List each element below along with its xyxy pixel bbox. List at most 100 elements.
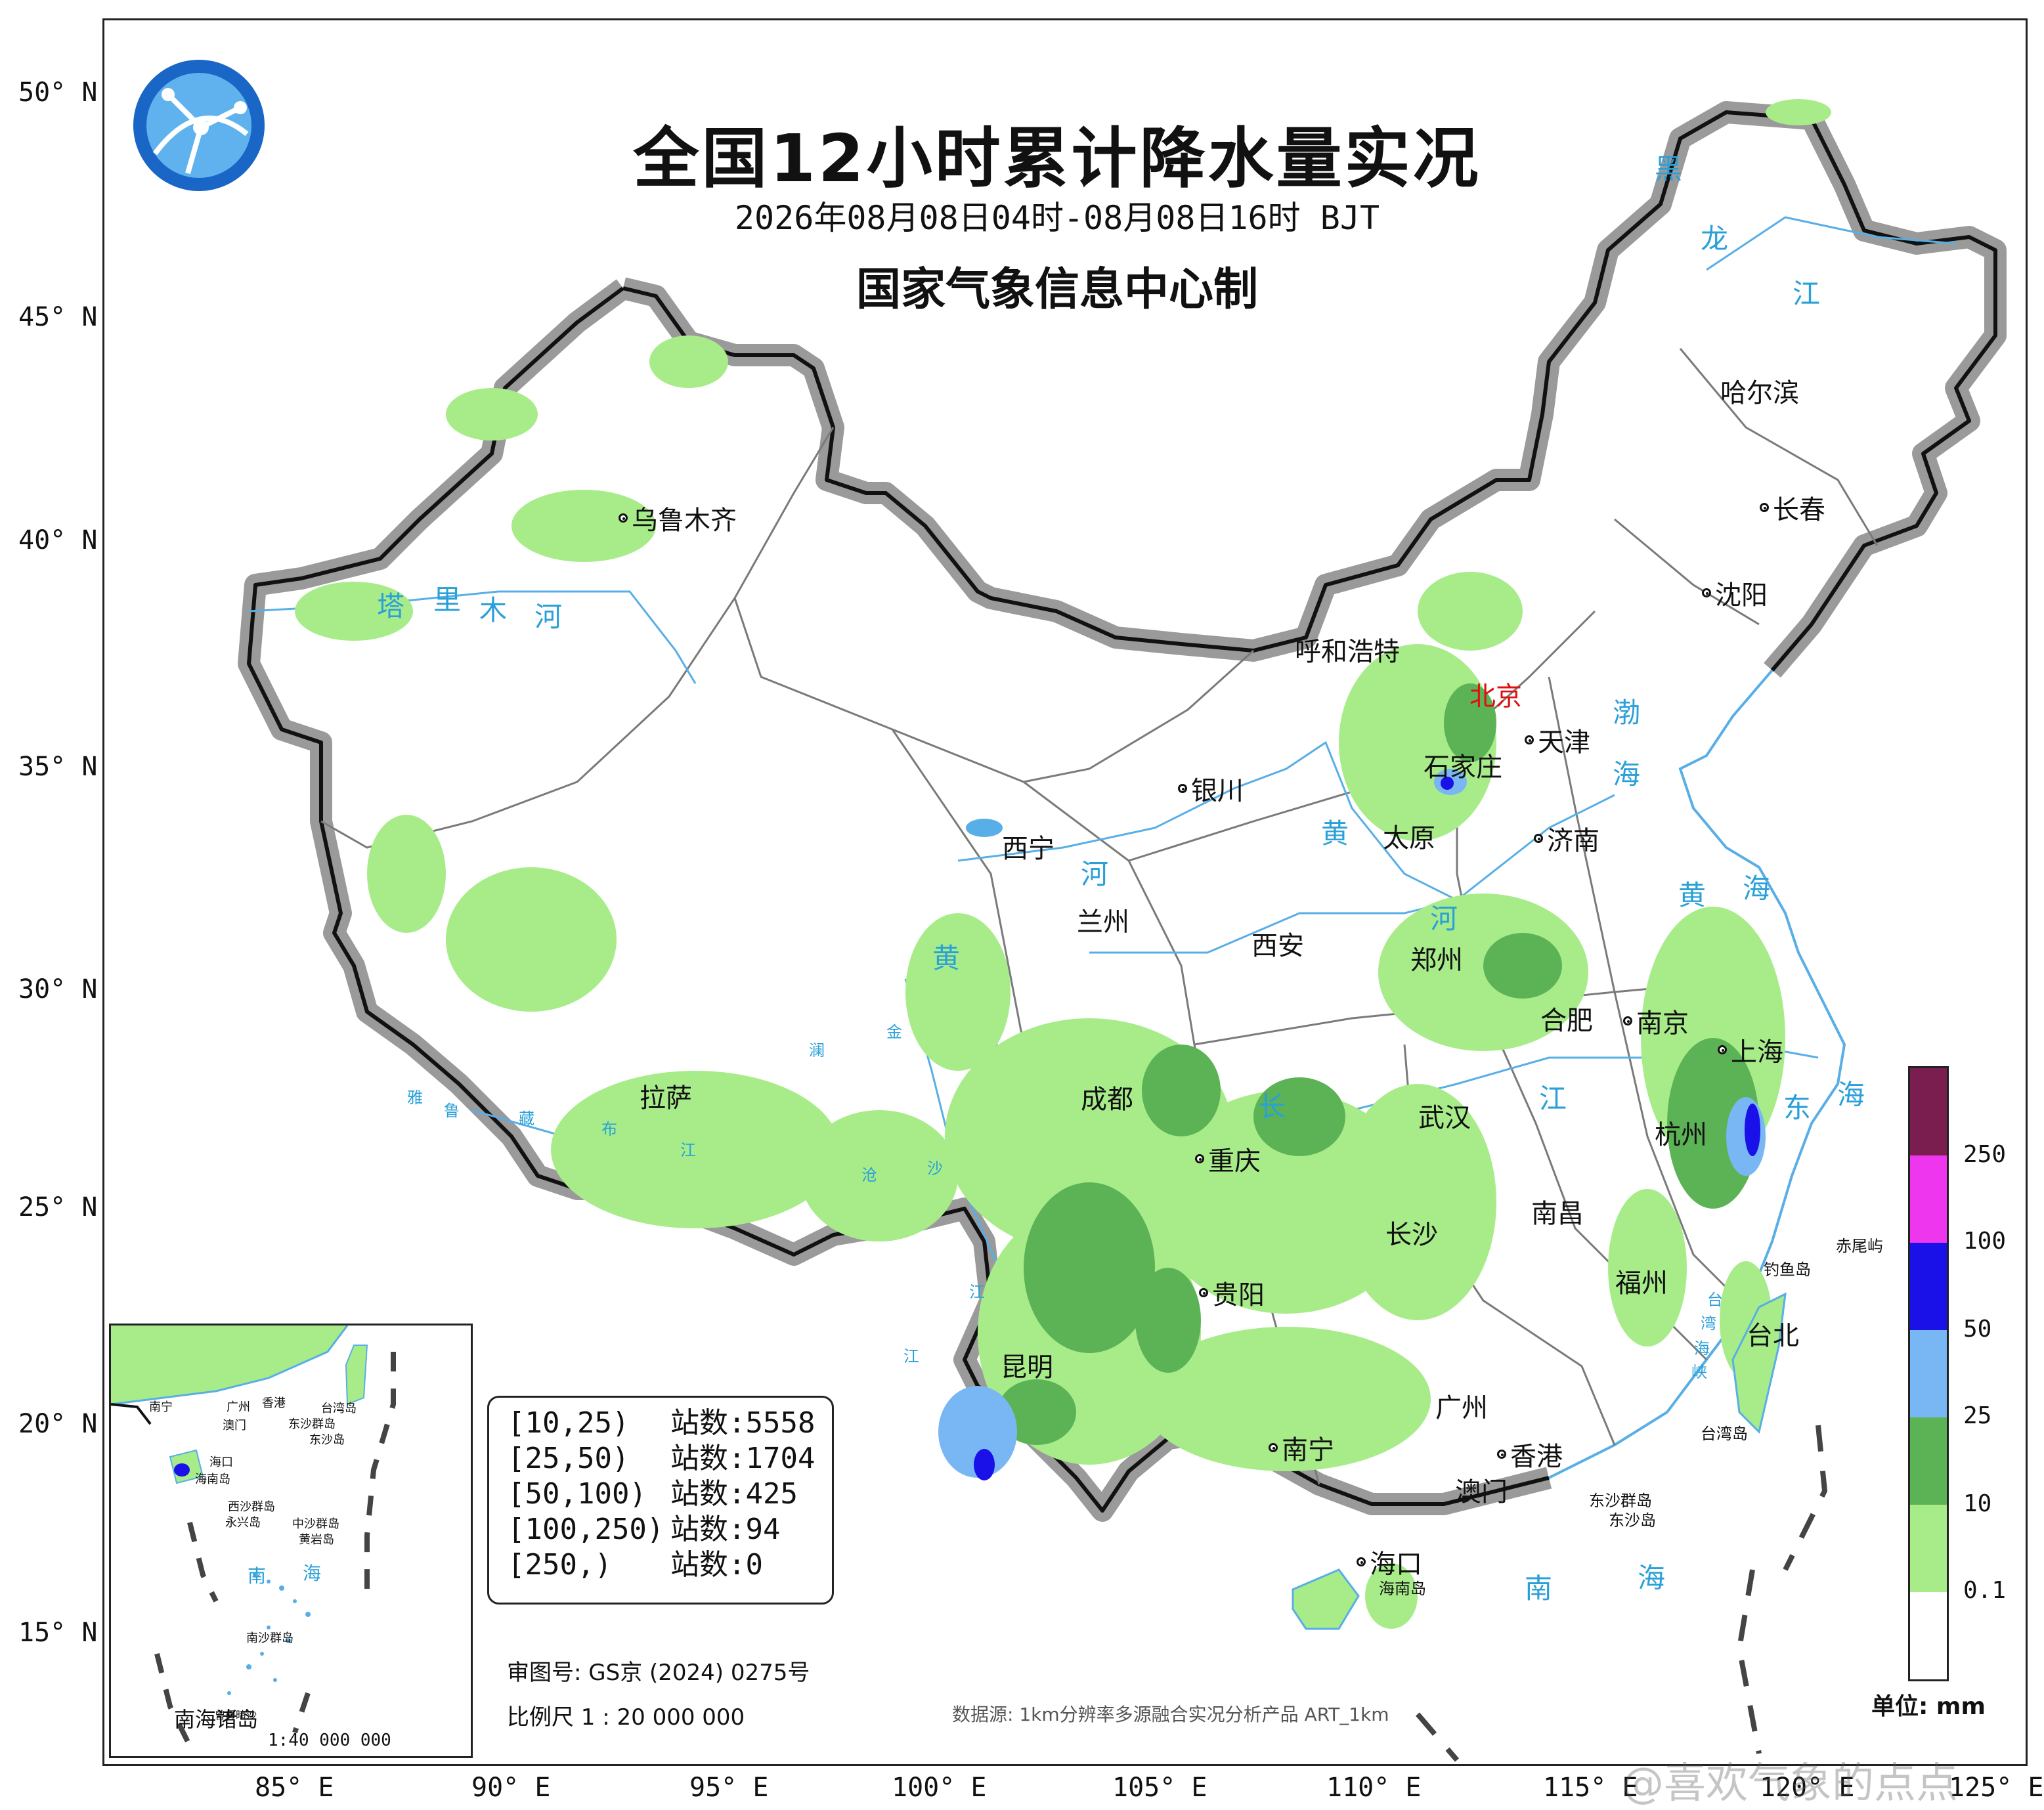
stats-row: [25,50) 站数:1704 xyxy=(508,1441,832,1476)
inset-label: 香港 xyxy=(262,1396,286,1410)
city-label: 南京 xyxy=(1623,1002,1689,1040)
city-label: 广州 xyxy=(1435,1393,1488,1423)
legend-label: 250 xyxy=(1963,1141,2007,1168)
inset-label: 黄岩岛 xyxy=(299,1533,334,1547)
river-label: 长 xyxy=(1258,1090,1286,1123)
sea-label: 海 xyxy=(1837,1079,1865,1111)
river-label: 河 xyxy=(1430,903,1458,935)
lat-label: 40° N xyxy=(18,525,98,555)
capital-label: 北京 xyxy=(1469,681,1522,712)
legend-label: 10 xyxy=(1963,1490,1992,1517)
inset-map xyxy=(111,1325,396,1747)
city-marker-icon xyxy=(1357,1557,1366,1566)
inset-label: 东沙群岛 xyxy=(288,1417,336,1431)
city-marker-icon xyxy=(1525,735,1534,744)
china-border xyxy=(622,110,1997,672)
precip-legend-bar xyxy=(1908,1066,1949,1681)
river-label: 塔 xyxy=(377,590,405,622)
city-label: 杭州 xyxy=(1655,1120,1707,1150)
city-label: 长沙 xyxy=(1385,1220,1438,1250)
inset-label: 西沙群岛 xyxy=(228,1500,275,1514)
river-label: 里 xyxy=(433,584,462,616)
city-label: 银川 xyxy=(1178,769,1244,808)
city-label: 沈阳 xyxy=(1702,574,1768,612)
stats-row: [100,250) 站数:94 xyxy=(508,1512,832,1547)
island-label: 钓鱼岛 xyxy=(1764,1261,1811,1279)
inset-label: 海南岛 xyxy=(195,1473,230,1486)
stats-row: [250,) 站数:0 xyxy=(508,1547,832,1583)
inset-scale: 1:40 000 000 xyxy=(268,1731,391,1750)
legend-swatch xyxy=(1910,1155,1947,1243)
river-label: 金 xyxy=(886,1023,902,1041)
inset-label: 海口 xyxy=(209,1455,233,1469)
river-label: 布 xyxy=(601,1120,617,1138)
lon-label: 120° E xyxy=(1760,1773,1855,1803)
river-label: 雅 xyxy=(407,1088,423,1107)
stats-count: 站数:0 xyxy=(670,1548,763,1582)
inset-label: 澳门 xyxy=(223,1419,246,1433)
river-label: 江 xyxy=(1539,1083,1567,1115)
maritime-lines xyxy=(1415,1425,1828,1762)
legend-swatch xyxy=(1910,1592,1947,1679)
island-label: 海南岛 xyxy=(1379,1580,1426,1598)
sea-label: 海 xyxy=(1743,873,1771,905)
city-label: 贵阳 xyxy=(1199,1274,1265,1312)
inset-title: 南海诸岛 xyxy=(174,1707,259,1732)
city-marker-icon xyxy=(1718,1045,1727,1054)
sea-label: 东 xyxy=(1783,1092,1812,1124)
data-source: 数据源: 1km分辨率多源融合实况分析产品 ART_1km xyxy=(952,1704,1389,1725)
south-china-sea-inset: 南宁 广州 香港 澳门 台湾岛 东沙群岛 东沙岛 海口 海南岛 西沙群岛 永兴岛… xyxy=(109,1324,473,1758)
strait-label: 峡 xyxy=(1691,1363,1707,1381)
legend-label: 100 xyxy=(1963,1228,2007,1255)
stats-count: 站数:5558 xyxy=(670,1406,815,1440)
city-label: 哈尔滨 xyxy=(1720,378,1799,408)
city-marker-icon xyxy=(1534,834,1543,843)
river-label: 黄 xyxy=(932,942,961,974)
taiwan-outline xyxy=(1731,1292,1787,1434)
lon-label: 115° E xyxy=(1543,1773,1638,1803)
city-label: 重庆 xyxy=(1195,1140,1261,1178)
strait-label: 湾 xyxy=(1701,1314,1716,1333)
city-label: 呼和浩特 xyxy=(1295,637,1400,667)
approval-number: 审图号: GS京 (2024) 0275号 xyxy=(507,1660,810,1686)
legend-swatch xyxy=(1910,1505,1947,1592)
river-label: 沙 xyxy=(927,1159,943,1178)
inset-label: 曾母暗沙 xyxy=(215,1709,257,1721)
river-label: 江 xyxy=(903,1347,919,1366)
inset-label: 东沙岛 xyxy=(309,1433,345,1447)
legend-label: 25 xyxy=(1963,1402,1992,1429)
legend-swatch xyxy=(1910,1330,1947,1417)
hainan-outline xyxy=(1292,1568,1360,1630)
city-label: 成都 xyxy=(1081,1085,1133,1115)
stats-range: [250,) xyxy=(508,1548,612,1582)
city-label: 拉萨 xyxy=(640,1083,692,1113)
river-label: 澜 xyxy=(809,1041,825,1060)
inset-label: 南沙群岛 xyxy=(246,1631,294,1645)
inset-label: 台湾岛 xyxy=(321,1402,357,1415)
river-label: 鲁 xyxy=(444,1102,460,1120)
stats-count: 站数:94 xyxy=(670,1513,781,1546)
lat-label: 30° N xyxy=(18,974,98,1004)
stats-row: [10,25) 站数:5558 xyxy=(508,1406,832,1441)
city-label: 郑州 xyxy=(1410,945,1463,976)
cma-logo-icon xyxy=(133,60,265,191)
inset-label: 永兴岛 xyxy=(225,1516,261,1530)
city-marker-icon xyxy=(1178,784,1187,793)
city-label: 台北 xyxy=(1747,1321,1799,1351)
city-label: 昆明 xyxy=(1001,1352,1053,1383)
city-label: 太原 xyxy=(1383,823,1435,853)
lon-label: 100° E xyxy=(892,1773,987,1803)
legend-swatch xyxy=(1910,1243,1947,1330)
river-label: 木 xyxy=(479,594,508,626)
river-label: 河 xyxy=(1081,858,1109,890)
city-label: 长春 xyxy=(1760,488,1825,527)
legend-unit: 单位: mm xyxy=(1871,1693,1986,1720)
lat-label: 25° N xyxy=(18,1192,98,1222)
island-label: 东沙群岛 xyxy=(1589,1492,1652,1510)
city-label: 上海 xyxy=(1718,1031,1783,1069)
city-label: 石家庄 xyxy=(1424,752,1502,783)
city-marker-icon xyxy=(619,513,628,523)
city-label: 西安 xyxy=(1251,931,1304,961)
inset-label: 海 xyxy=(303,1562,322,1584)
stats-range: [50,100) xyxy=(508,1477,647,1511)
